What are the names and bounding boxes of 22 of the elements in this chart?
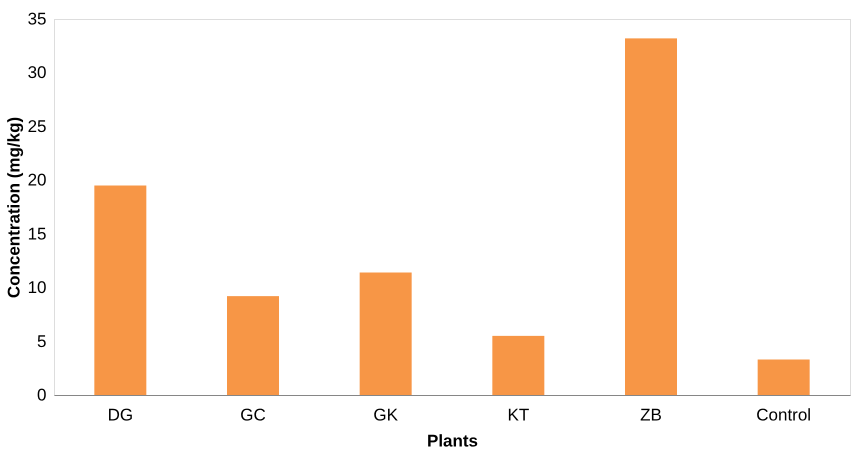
y-tick-label: 10 — [28, 278, 46, 298]
y-tick-label: 30 — [28, 63, 46, 82]
y-tick-label: 20 — [28, 170, 46, 190]
y-tick-label: 0 — [37, 386, 46, 404]
x-tick-label: KT — [507, 406, 530, 424]
bar — [758, 360, 810, 395]
bar — [625, 38, 677, 395]
y-tick-label: 15 — [28, 224, 46, 244]
bar — [227, 296, 279, 395]
bar — [360, 272, 412, 395]
y-tick-label: 5 — [37, 332, 46, 351]
x-axis-title: Plants — [426, 432, 478, 450]
bar — [492, 336, 544, 395]
x-tick-label: Control — [756, 406, 812, 424]
y-axis-title: Concentration (mg/kg) — [4, 116, 24, 298]
y-tick-label: 25 — [28, 116, 46, 136]
x-tick-label: DG — [108, 406, 134, 424]
x-tick-label: GC — [240, 406, 266, 424]
bar — [94, 186, 146, 395]
x-tick-label: GK — [373, 406, 399, 424]
y-tick-label: 35 — [28, 10, 46, 28]
x-tick-label: ZB — [640, 406, 662, 424]
